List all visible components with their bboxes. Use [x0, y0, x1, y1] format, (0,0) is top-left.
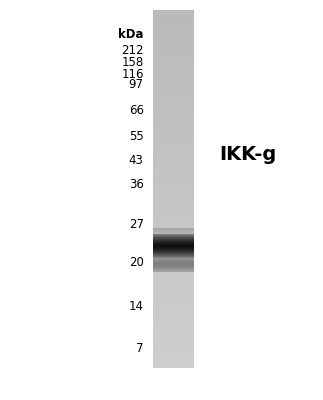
- Text: 20: 20: [129, 256, 144, 268]
- Text: 7: 7: [136, 342, 144, 354]
- Text: 27: 27: [129, 218, 144, 230]
- Text: 14: 14: [129, 300, 144, 312]
- Text: 43: 43: [129, 154, 144, 166]
- Text: 36: 36: [129, 178, 144, 190]
- Text: 116: 116: [121, 68, 144, 80]
- Text: 55: 55: [129, 130, 144, 142]
- Text: kDa: kDa: [118, 28, 144, 40]
- Text: 66: 66: [129, 104, 144, 116]
- Text: 158: 158: [121, 56, 144, 68]
- Text: 97: 97: [129, 78, 144, 90]
- Text: IKK-g: IKK-g: [220, 144, 277, 164]
- Text: 212: 212: [121, 44, 144, 56]
